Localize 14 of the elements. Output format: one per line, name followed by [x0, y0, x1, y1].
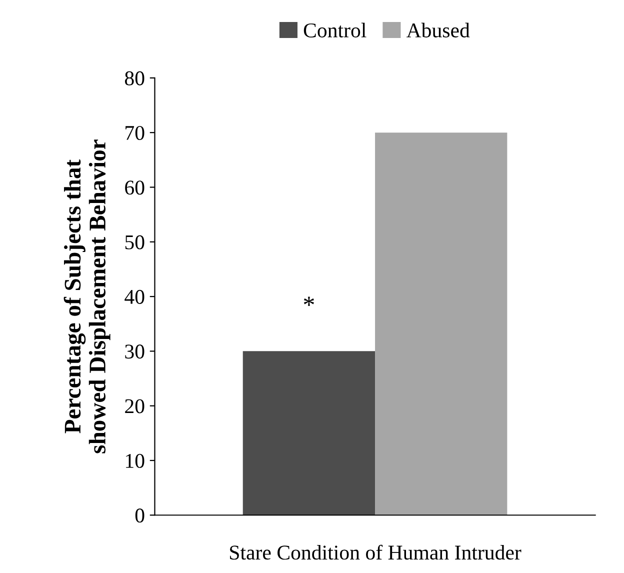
- y-tick-label: 30: [125, 344, 144, 359]
- y-tick-label: 60: [125, 180, 144, 195]
- y-tick-label: 20: [125, 399, 144, 414]
- legend-label: Control: [304, 22, 366, 38]
- y-tick-label: 80: [124, 71, 144, 86]
- legend-label: Abused: [406, 22, 470, 38]
- y-tick-label: 10: [126, 454, 144, 468]
- y-tick-label: 70: [126, 126, 144, 140]
- y-tick-label: 50: [125, 235, 144, 250]
- annotation: *: [304, 296, 314, 306]
- x-axis-title: Stare Condition of Human Intruder: [230, 544, 522, 560]
- y-axis-title: Percentage of Subjects that showed Displacement Behavior: [64, 140, 110, 454]
- y-tick-label: 0: [135, 508, 144, 523]
- y-tick-label: 40: [124, 290, 144, 304]
